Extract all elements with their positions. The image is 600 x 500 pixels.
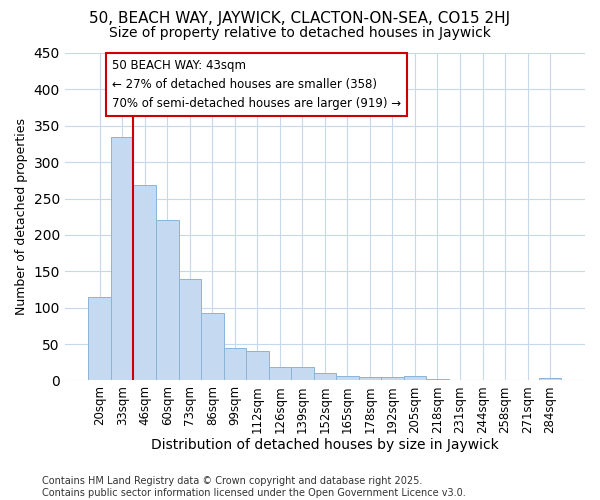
Bar <box>246 352 269 380</box>
Text: 50, BEACH WAY, JAYWICK, CLACTON-ON-SEA, CO15 2HJ: 50, BEACH WAY, JAYWICK, CLACTON-ON-SEA, … <box>89 11 511 26</box>
Bar <box>224 348 246 380</box>
Bar <box>111 136 133 380</box>
Bar <box>269 368 291 380</box>
Text: Contains HM Land Registry data © Crown copyright and database right 2025.
Contai: Contains HM Land Registry data © Crown c… <box>42 476 466 498</box>
Bar <box>156 220 179 380</box>
Bar <box>359 377 381 380</box>
Bar <box>539 378 562 380</box>
Y-axis label: Number of detached properties: Number of detached properties <box>15 118 28 315</box>
Text: 50 BEACH WAY: 43sqm
← 27% of detached houses are smaller (358)
70% of semi-detac: 50 BEACH WAY: 43sqm ← 27% of detached ho… <box>112 59 401 110</box>
Bar <box>314 373 336 380</box>
Bar <box>179 278 201 380</box>
X-axis label: Distribution of detached houses by size in Jaywick: Distribution of detached houses by size … <box>151 438 499 452</box>
Bar <box>88 297 111 380</box>
Bar <box>336 376 359 380</box>
Bar <box>201 313 224 380</box>
Bar <box>133 186 156 380</box>
Bar <box>381 377 404 380</box>
Bar <box>291 368 314 380</box>
Text: Size of property relative to detached houses in Jaywick: Size of property relative to detached ho… <box>109 26 491 40</box>
Bar <box>426 379 449 380</box>
Bar <box>404 376 426 380</box>
